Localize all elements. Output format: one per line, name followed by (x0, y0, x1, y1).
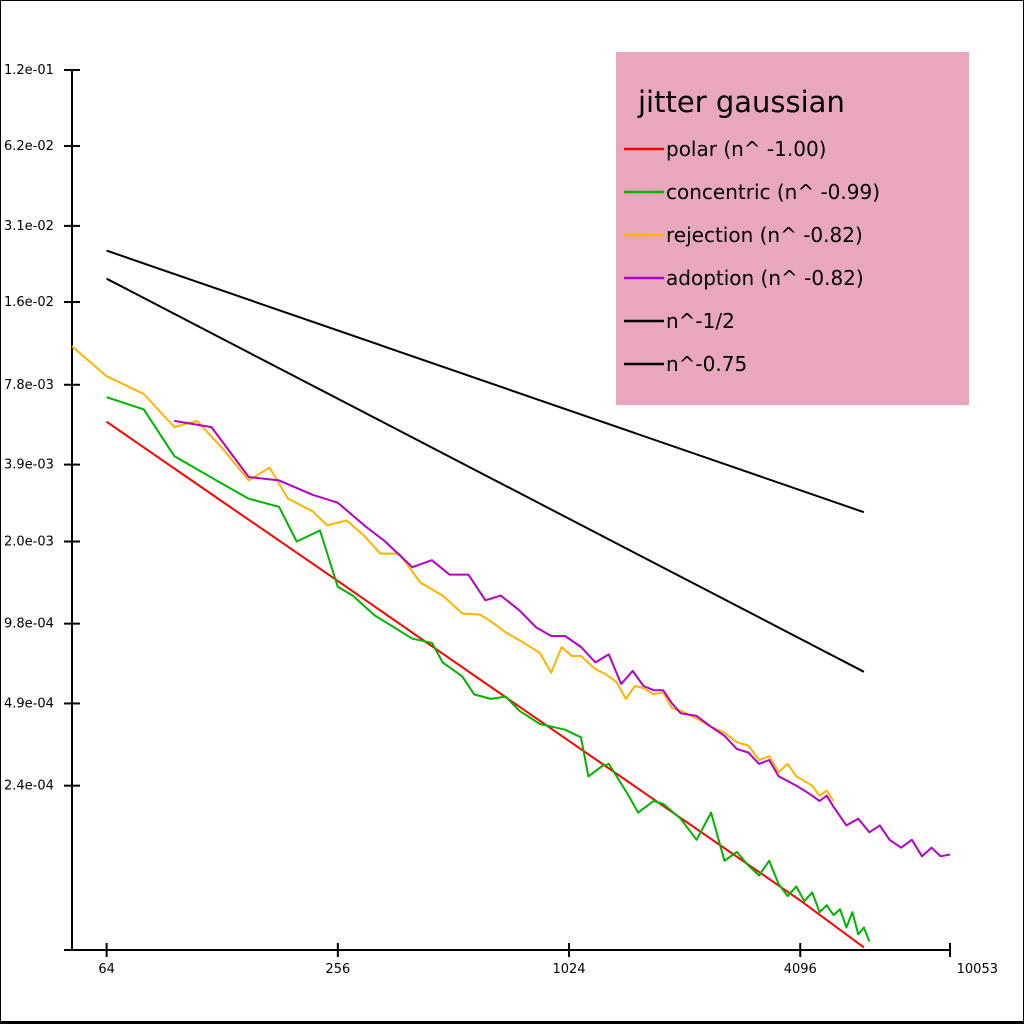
legend-title: jitter gaussian (637, 85, 845, 119)
y-ticks: 1.2e-01 6.2e-02 3.1e-02 1.6e-02 7.8e-03 3.9e-… (4, 63, 80, 794)
legend-items: polar (n^ -1.00) concentric (n^ -0.99) rej… (624, 137, 880, 376)
series-line-adoption-3 (174, 419, 951, 858)
series-line-rejection-2 (71, 345, 835, 802)
axes (64, 70, 950, 951)
series-line-concentric-1 (106, 396, 871, 942)
legend-label: n^-1/2 (666, 309, 735, 333)
series-lines (71, 249, 951, 949)
y-tick-label: 2.0e-03 (4, 534, 54, 549)
legend-label: polar (n^ -1.00) (666, 137, 826, 161)
y-tick-label: 3.1e-02 (4, 219, 54, 234)
y-tick-label: 7.8e-03 (4, 378, 54, 393)
x-tick-label: 64 (98, 962, 115, 977)
y-tick-label: 3.9e-03 (4, 458, 54, 473)
legend-label: rejection (n^ -0.82) (666, 223, 863, 247)
y-tick-label: 9.8e-04 (4, 617, 54, 632)
y-tick-label: 6.2e-02 (4, 139, 54, 154)
series-line-n-0-75-5 (106, 277, 865, 673)
y-tick-label: 2.4e-04 (4, 779, 54, 794)
legend-label: adoption (n^ -0.82) (666, 266, 864, 290)
legend-label: concentric (n^ -0.99) (666, 180, 880, 204)
legend-label: n^-0.75 (666, 352, 747, 376)
y-tick-label: 1.6e-02 (4, 295, 54, 310)
y-tick-label: 1.2e-01 (4, 63, 54, 78)
x-tick-label: 4096 (784, 962, 817, 977)
legend-box (616, 52, 969, 405)
series-line-n-1-2-4 (106, 249, 865, 514)
x-ticks: 64 256 1024 4096 10053 (98, 943, 998, 977)
x-tick-label: 10053 (957, 962, 998, 977)
legend: jitter gaussian polar (n^ -1.00) concentr… (616, 52, 969, 405)
x-tick-label: 256 (325, 962, 350, 977)
x-tick-label: 1024 (552, 962, 585, 977)
y-tick-label: 4.9e-04 (4, 696, 54, 711)
